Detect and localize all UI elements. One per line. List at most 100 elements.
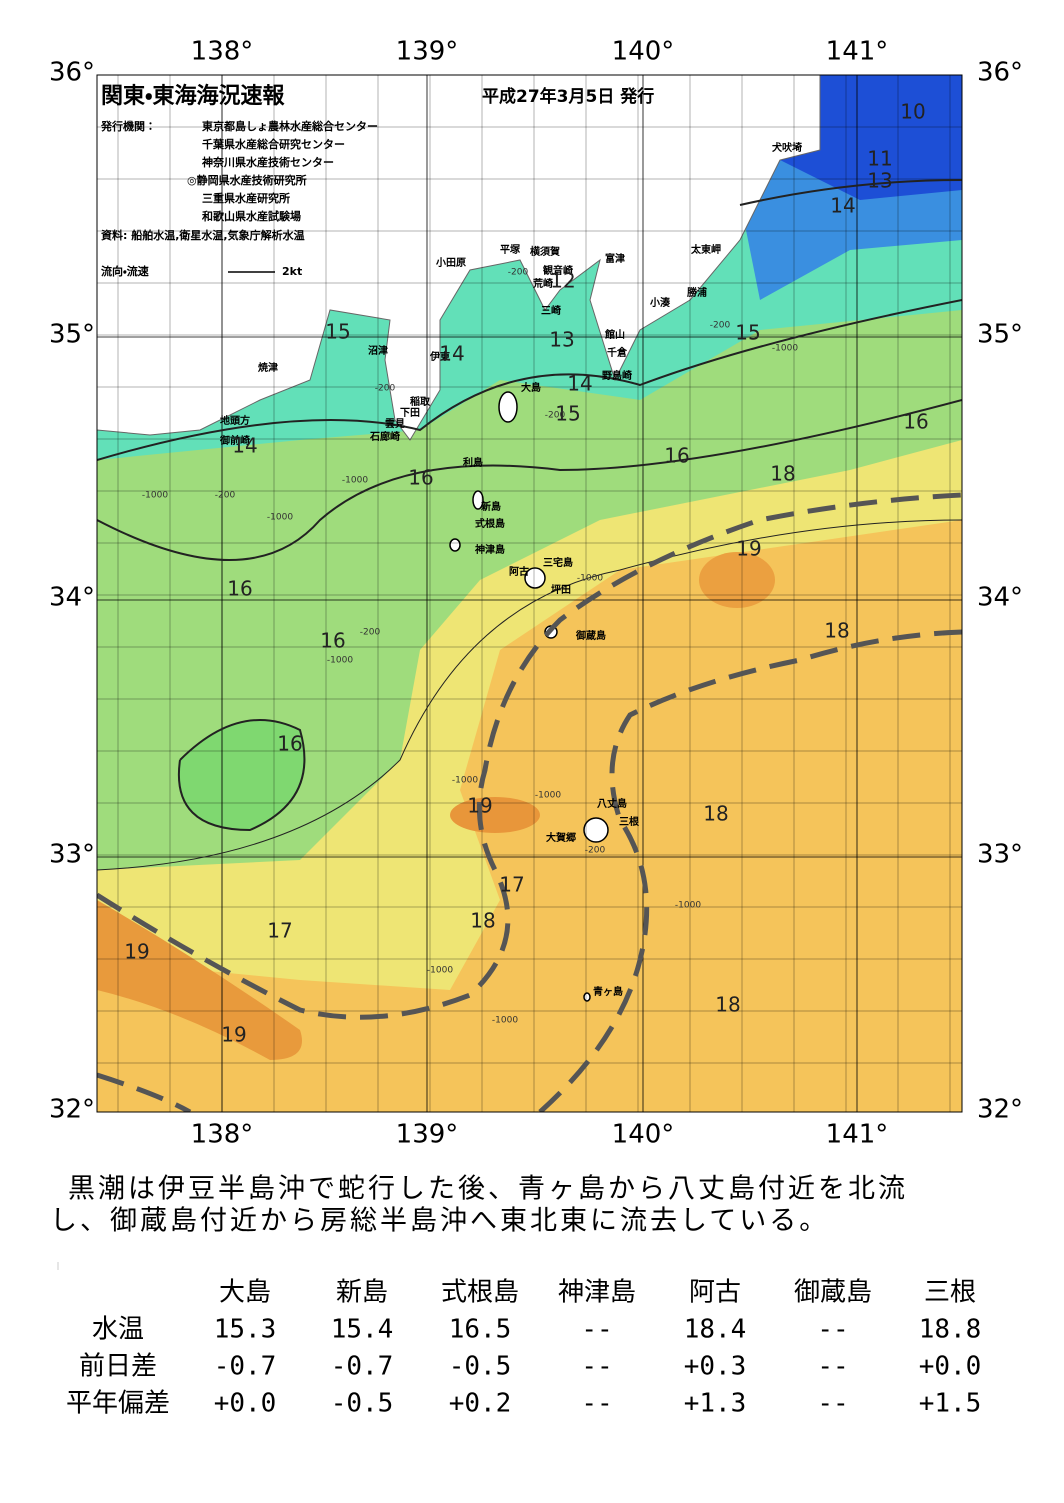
place-name: 御前崎	[219, 434, 250, 447]
isotherm-label: 14	[830, 194, 855, 218]
isotherm-label: 18	[715, 993, 740, 1017]
depth-label: -1000	[577, 574, 603, 584]
graticule	[97, 75, 962, 1112]
row-label: 平年偏差	[66, 1389, 170, 1419]
isotherm-label: 19	[736, 537, 761, 561]
place-name: 小湊	[649, 296, 671, 309]
isotherm-label: 17	[267, 919, 292, 943]
place-name: 新島	[480, 500, 501, 513]
depth-label: -200	[375, 384, 396, 394]
place-name: 館山	[604, 328, 625, 341]
isotherm-label: 16	[277, 732, 302, 756]
table-cell: --	[581, 1389, 612, 1419]
table-cell: +0.0	[214, 1389, 277, 1419]
table-cell: --	[817, 1352, 848, 1382]
place-name: 三崎	[541, 304, 561, 317]
place-name: 三根	[619, 815, 640, 828]
place-name: 観音崎	[543, 264, 573, 277]
warm-core	[699, 552, 775, 608]
depth-label: -200	[710, 321, 731, 331]
lat-label: 34°	[49, 583, 95, 613]
warm-core	[97, 900, 302, 1060]
source: 資料: 船舶水温,衛星水温,気象庁解析水温	[101, 228, 305, 242]
isotherm-label: 19	[124, 940, 149, 964]
isotherm-label: 11	[867, 147, 892, 171]
place-name: 御蔵島	[575, 629, 606, 642]
table-cell: -0.7	[331, 1352, 394, 1382]
lon-label: 140°	[612, 1120, 675, 1150]
table-cell: 18.8	[919, 1315, 982, 1345]
land	[97, 75, 821, 441]
isotherm-label: 16	[903, 410, 928, 434]
lon-label: 139°	[396, 37, 459, 67]
place-name: 下田	[400, 407, 420, 419]
warm-core	[450, 797, 540, 833]
issue-date: 平成27年3月5日 発行	[482, 86, 654, 107]
depth-label: -200	[508, 268, 529, 278]
row-label: 前日差	[79, 1352, 157, 1382]
isotherm-label: 17	[499, 873, 524, 897]
publisher: 神奈川県水産技術センター	[201, 155, 334, 169]
lat-label: 32°	[49, 1095, 95, 1125]
table-cell: --	[581, 1352, 612, 1382]
zone-coldest	[780, 75, 962, 200]
isotherm-label: 15	[735, 321, 760, 345]
islands	[449, 391, 609, 1002]
table-cell: -0.7	[214, 1352, 277, 1382]
table-cell: 18.4	[684, 1315, 747, 1345]
publisher: 三重県水産研究所	[202, 191, 290, 205]
isotherm-label: 13	[867, 169, 892, 193]
lat-label: 34°	[977, 583, 1023, 613]
table-header: 新島	[336, 1278, 388, 1308]
table-cell: +1.5	[919, 1389, 982, 1419]
place-name: 雲見	[385, 418, 405, 430]
lat-label: 33°	[49, 840, 95, 870]
lon-label: 141°	[826, 1120, 889, 1150]
depth-label: -1000	[427, 966, 453, 976]
place-name: 伊東	[429, 350, 450, 363]
place-name: 小田原	[435, 256, 466, 269]
summary-line: し、御蔵島付近から房総半島沖へ東北東に流去している。	[50, 1206, 829, 1237]
place-name: 神津島	[474, 543, 505, 556]
map-area	[97, 75, 962, 1112]
place-name: 横須賀	[530, 245, 560, 258]
summary-line: 黒潮は伊豆半島沖で蛇行した後、青ヶ島から八丈島付近を北流	[68, 1174, 908, 1205]
lat-label: 33°	[977, 840, 1023, 870]
table-cell: --	[817, 1315, 848, 1345]
isotherm-label: 14	[232, 434, 257, 458]
isotherm-label: 15	[555, 402, 580, 426]
isotherm-label: 10	[900, 100, 925, 124]
publisher-label: 発行機関：	[100, 119, 156, 133]
isotherm-label: 18	[824, 619, 849, 643]
publisher: 千葉県水産総合研究センター	[202, 137, 345, 151]
isotherm-label: 13	[549, 328, 574, 352]
place-name: 大島	[521, 381, 541, 394]
place-name: 石廊崎	[369, 430, 400, 443]
isotherm-label: 18	[703, 802, 728, 826]
table-header: 神津島	[558, 1278, 636, 1308]
lat-label: 36°	[49, 58, 95, 88]
lat-label: 36°	[977, 58, 1023, 88]
lat-label: 35°	[49, 320, 95, 350]
row-label: 水温	[92, 1315, 144, 1345]
depth-label: -1000	[267, 513, 293, 523]
table-cell: -0.5	[449, 1352, 512, 1382]
table-cell: --	[581, 1315, 612, 1345]
lon-label: 139°	[396, 1120, 459, 1150]
isotherm-label: 16	[227, 577, 252, 601]
isotherms	[97, 179, 962, 871]
depth-label: -1000	[142, 491, 168, 501]
depth-label: -1000	[492, 1016, 518, 1026]
table-header: 式根島	[441, 1278, 519, 1308]
publisher: ◎静岡県水産技術研究所	[187, 173, 307, 187]
table-cell: 16.5	[449, 1315, 512, 1345]
depth-label: -1000	[772, 344, 798, 354]
place-name: 千倉	[607, 346, 628, 359]
map-frame	[96, 74, 963, 1113]
place-name: 平塚	[500, 243, 521, 256]
place-name: 太東岬	[690, 243, 721, 256]
place-name: 焼津	[258, 361, 278, 374]
isotherm-label: 16	[408, 466, 433, 490]
isotherm-label: 18	[770, 462, 795, 486]
